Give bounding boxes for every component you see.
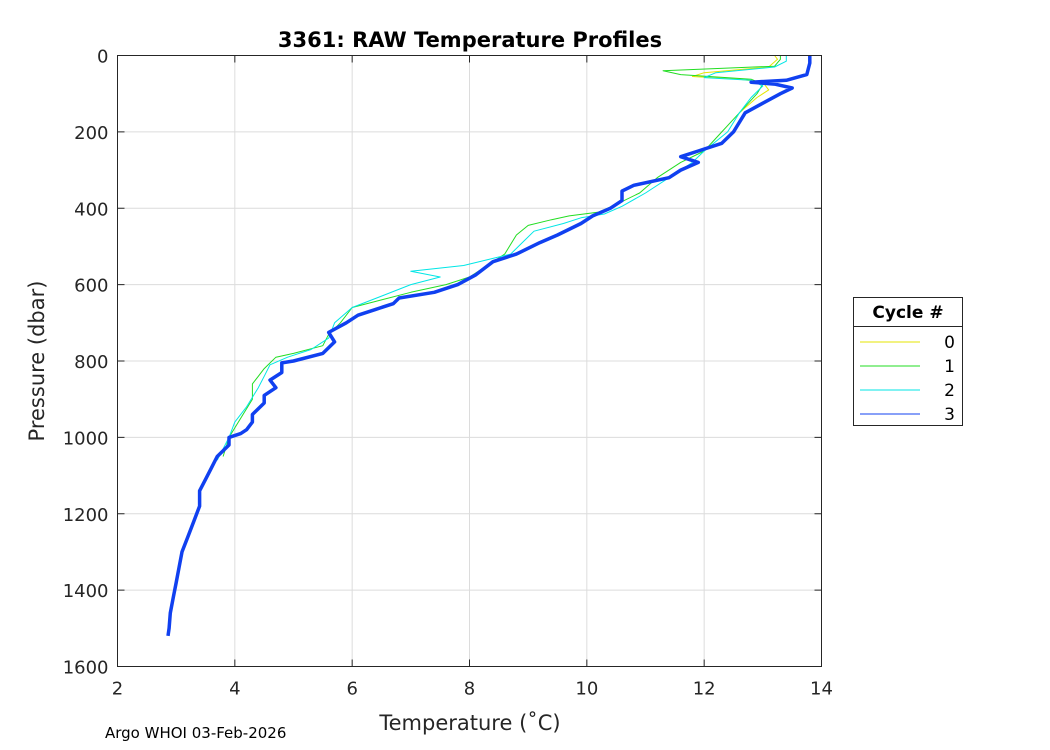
y-tick-label: 1400 xyxy=(63,581,109,602)
series-line-cycle-3 xyxy=(166,55,812,637)
y-tick-label: 200 xyxy=(74,123,108,144)
legend-box xyxy=(853,297,963,426)
x-tick-label: 12 xyxy=(693,679,716,700)
y-tick-label: 800 xyxy=(74,352,108,373)
y-tick-label: 400 xyxy=(74,199,108,220)
y-tick-label: 1600 xyxy=(63,658,109,679)
chart-title: 3361: RAW Temperature Profiles xyxy=(278,28,662,52)
footer-credit: Argo WHOI 03-Feb-2026 xyxy=(105,724,287,742)
y-tick-label: 1000 xyxy=(63,428,109,449)
y-tick-label: 0 xyxy=(97,47,108,68)
x-tick-label: 10 xyxy=(575,679,598,700)
x-axis-label: Temperature (˚C) xyxy=(378,711,560,735)
x-tick-label: 2 xyxy=(112,679,123,700)
y-tick-label: 1200 xyxy=(63,505,109,526)
series-lines xyxy=(166,55,812,637)
legend-label-cycle-1: 1 xyxy=(944,357,955,377)
series-line-cycle-2 xyxy=(216,55,787,461)
y-axis-label: Pressure (dbar) xyxy=(25,281,49,442)
x-tick-label: 4 xyxy=(229,679,240,700)
x-tick-label: 6 xyxy=(346,679,357,700)
legend: Cycle # 0 1 2 3 xyxy=(853,297,963,426)
legend-label-cycle-2: 2 xyxy=(944,381,955,401)
legend-title: Cycle # xyxy=(872,303,943,323)
x-tick-label: 8 xyxy=(464,679,475,700)
legend-label-cycle-0: 0 xyxy=(944,333,955,353)
axis-ticks: 2 4 6 8 10 12 14 0 200 400 600 800 1000 1200 1400 1600 xyxy=(63,47,833,700)
legend-label-cycle-3: 3 xyxy=(944,405,955,425)
y-tick-label: 600 xyxy=(74,276,108,297)
grid-lines xyxy=(117,55,822,667)
x-tick-label: 14 xyxy=(810,679,833,700)
